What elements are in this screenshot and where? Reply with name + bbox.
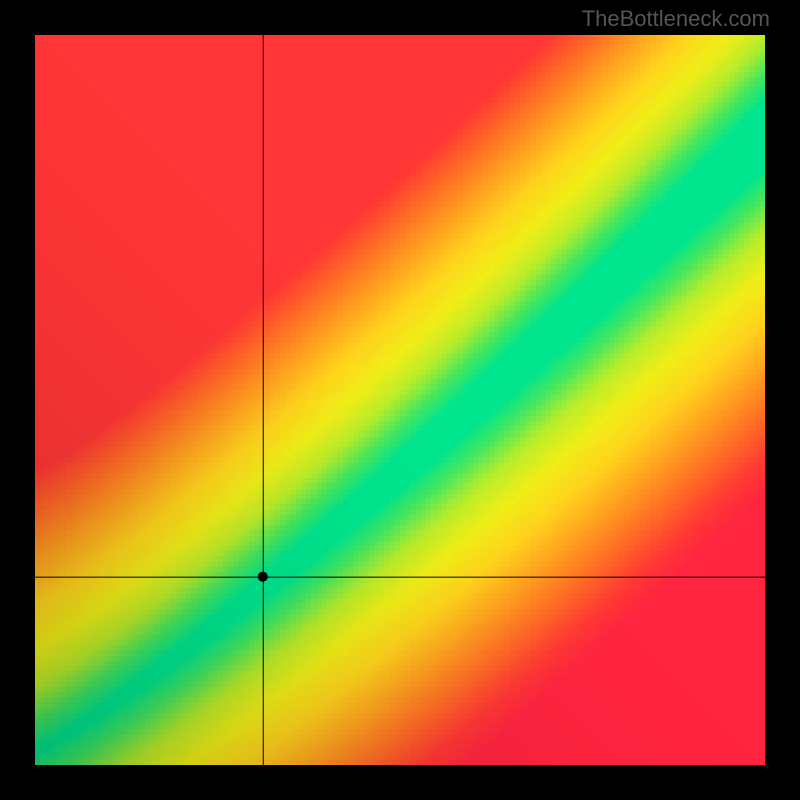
watermark: TheBottleneck.com	[582, 6, 770, 32]
bottleneck-heatmap	[0, 0, 800, 800]
